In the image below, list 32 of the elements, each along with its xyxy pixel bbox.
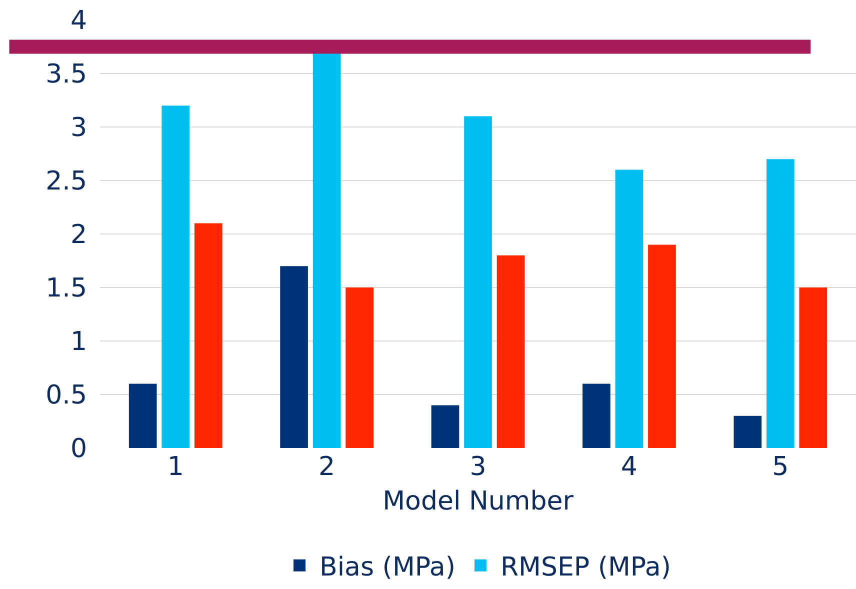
bar	[128, 384, 157, 448]
y-tick-label: 4	[70, 6, 87, 36]
y-tick-label: 3.5	[46, 60, 87, 90]
bar	[431, 405, 460, 448]
bar	[464, 116, 492, 448]
bar	[734, 416, 762, 448]
y-tick-label: 1	[70, 327, 87, 358]
bar	[312, 52, 341, 448]
bar	[194, 223, 222, 448]
y-tick-label: 1.5	[46, 274, 87, 304]
bar	[582, 384, 610, 448]
x-tick-label: 4	[620, 452, 638, 482]
y-tick-label: 0.5	[46, 380, 87, 411]
x-tick-label: 2	[318, 452, 336, 482]
legend-label: RMSEP (MPa)	[500, 552, 672, 583]
x-axis-title: Model Number	[382, 486, 574, 517]
bar	[799, 288, 828, 448]
y-tick-label: 0	[70, 434, 87, 464]
x-tick-label: 3	[470, 452, 486, 482]
bar	[346, 288, 374, 448]
bar	[615, 170, 644, 448]
x-tick-label: 5	[772, 452, 789, 482]
y-tick-label: 2.5	[46, 166, 87, 197]
bar	[496, 255, 525, 448]
y-tick-label: 3	[70, 113, 87, 144]
x-tick-label: 1	[167, 452, 184, 482]
y-tick-label: 2	[70, 220, 87, 250]
bar	[766, 159, 794, 448]
bar	[648, 244, 676, 448]
bar	[162, 106, 190, 448]
bar	[280, 266, 308, 448]
legend-label: Bias (MPa)	[320, 552, 456, 583]
